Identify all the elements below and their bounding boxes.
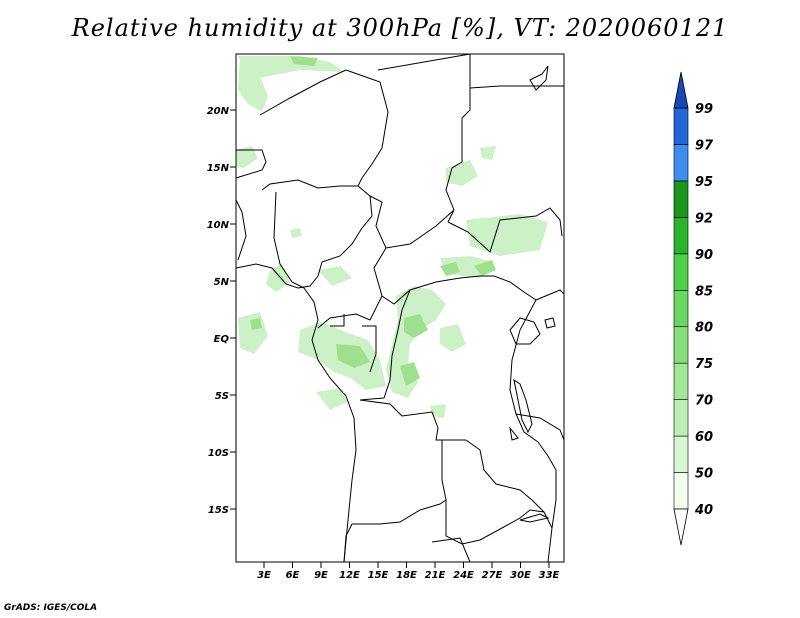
lon-tick-label: 33E (539, 570, 560, 581)
colorbar-swatch (673, 180, 689, 218)
grads-credit: GrADS: IGES/COLA (4, 603, 98, 613)
colorbar-min-arrow (673, 508, 689, 546)
lat-tick-label: 20N (207, 106, 230, 117)
colorbar-swatch (673, 435, 689, 473)
lon-tick-label: 15E (368, 570, 389, 581)
lon-tick-label: 27E (482, 570, 503, 581)
coastlines (235, 65, 556, 563)
colorbar-swatch (673, 472, 689, 510)
colorbar-label: 95 (695, 175, 713, 190)
lon-tick-label: 9E (314, 570, 328, 581)
colorbar-max-arrow (673, 71, 689, 109)
colorbar-label: 70 (695, 394, 713, 409)
lon-tick-label: 24E (453, 570, 474, 581)
lat-tick-label: 10N (207, 220, 230, 231)
lat-tick-label: 15S (208, 505, 229, 516)
colorbar-swatch (673, 326, 689, 364)
colorbar-swatch (673, 144, 689, 182)
country-borders (235, 53, 565, 563)
latitude-axis: 20N 15N 10N 5N EQ 5S 10S 15S (207, 106, 236, 516)
lon-tick-label: 12E (339, 570, 360, 581)
colorbar-label: 92 (695, 211, 713, 226)
lat-tick-label: 5N (214, 277, 230, 288)
colorbar-label: 97 (695, 138, 714, 153)
colorbar-label: 75 (695, 357, 713, 372)
lon-tick-label: 3E (257, 570, 271, 581)
lon-tick-label: 6E (286, 570, 300, 581)
map-title: Relative humidity at 300hPa [%], VT: 202… (71, 14, 729, 42)
colorbar-swatch (673, 217, 689, 255)
colorbar-label: 40 (694, 503, 713, 518)
lon-tick-label: 21E (425, 570, 446, 581)
colorbar-swatch (673, 399, 689, 437)
lat-tick-label: 15N (207, 163, 230, 174)
colorbar-label: 50 (695, 467, 713, 482)
lon-tick-label: 18E (396, 570, 417, 581)
colorbar-label: 90 (695, 248, 713, 263)
colorbar-label: 80 (695, 321, 713, 336)
colorbar-label: 99 (695, 102, 713, 117)
colorbar-swatch (673, 253, 689, 291)
lon-tick-label: 30E (510, 570, 531, 581)
map-plot-area (235, 53, 565, 563)
lat-tick-label: 5S (215, 391, 229, 402)
longitude-axis: 3E 6E 9E 12E 15E 18E 21E 24E 27E 30E 33E (257, 562, 560, 581)
lat-tick-label: 10S (208, 448, 229, 459)
colorbar-label: 60 (695, 430, 713, 445)
colorbar-label: 85 (695, 284, 713, 299)
colorbar-swatch (673, 289, 689, 328)
colorbar-swatch (673, 362, 689, 400)
colorbar-swatch (673, 107, 689, 145)
lat-tick-label: EQ (214, 334, 230, 345)
map-frame (235, 53, 565, 563)
humidity-shading-medium (250, 56, 496, 386)
colorbar: 40 50 60 70 75 80 85 90 92 95 97 99 (673, 71, 714, 546)
